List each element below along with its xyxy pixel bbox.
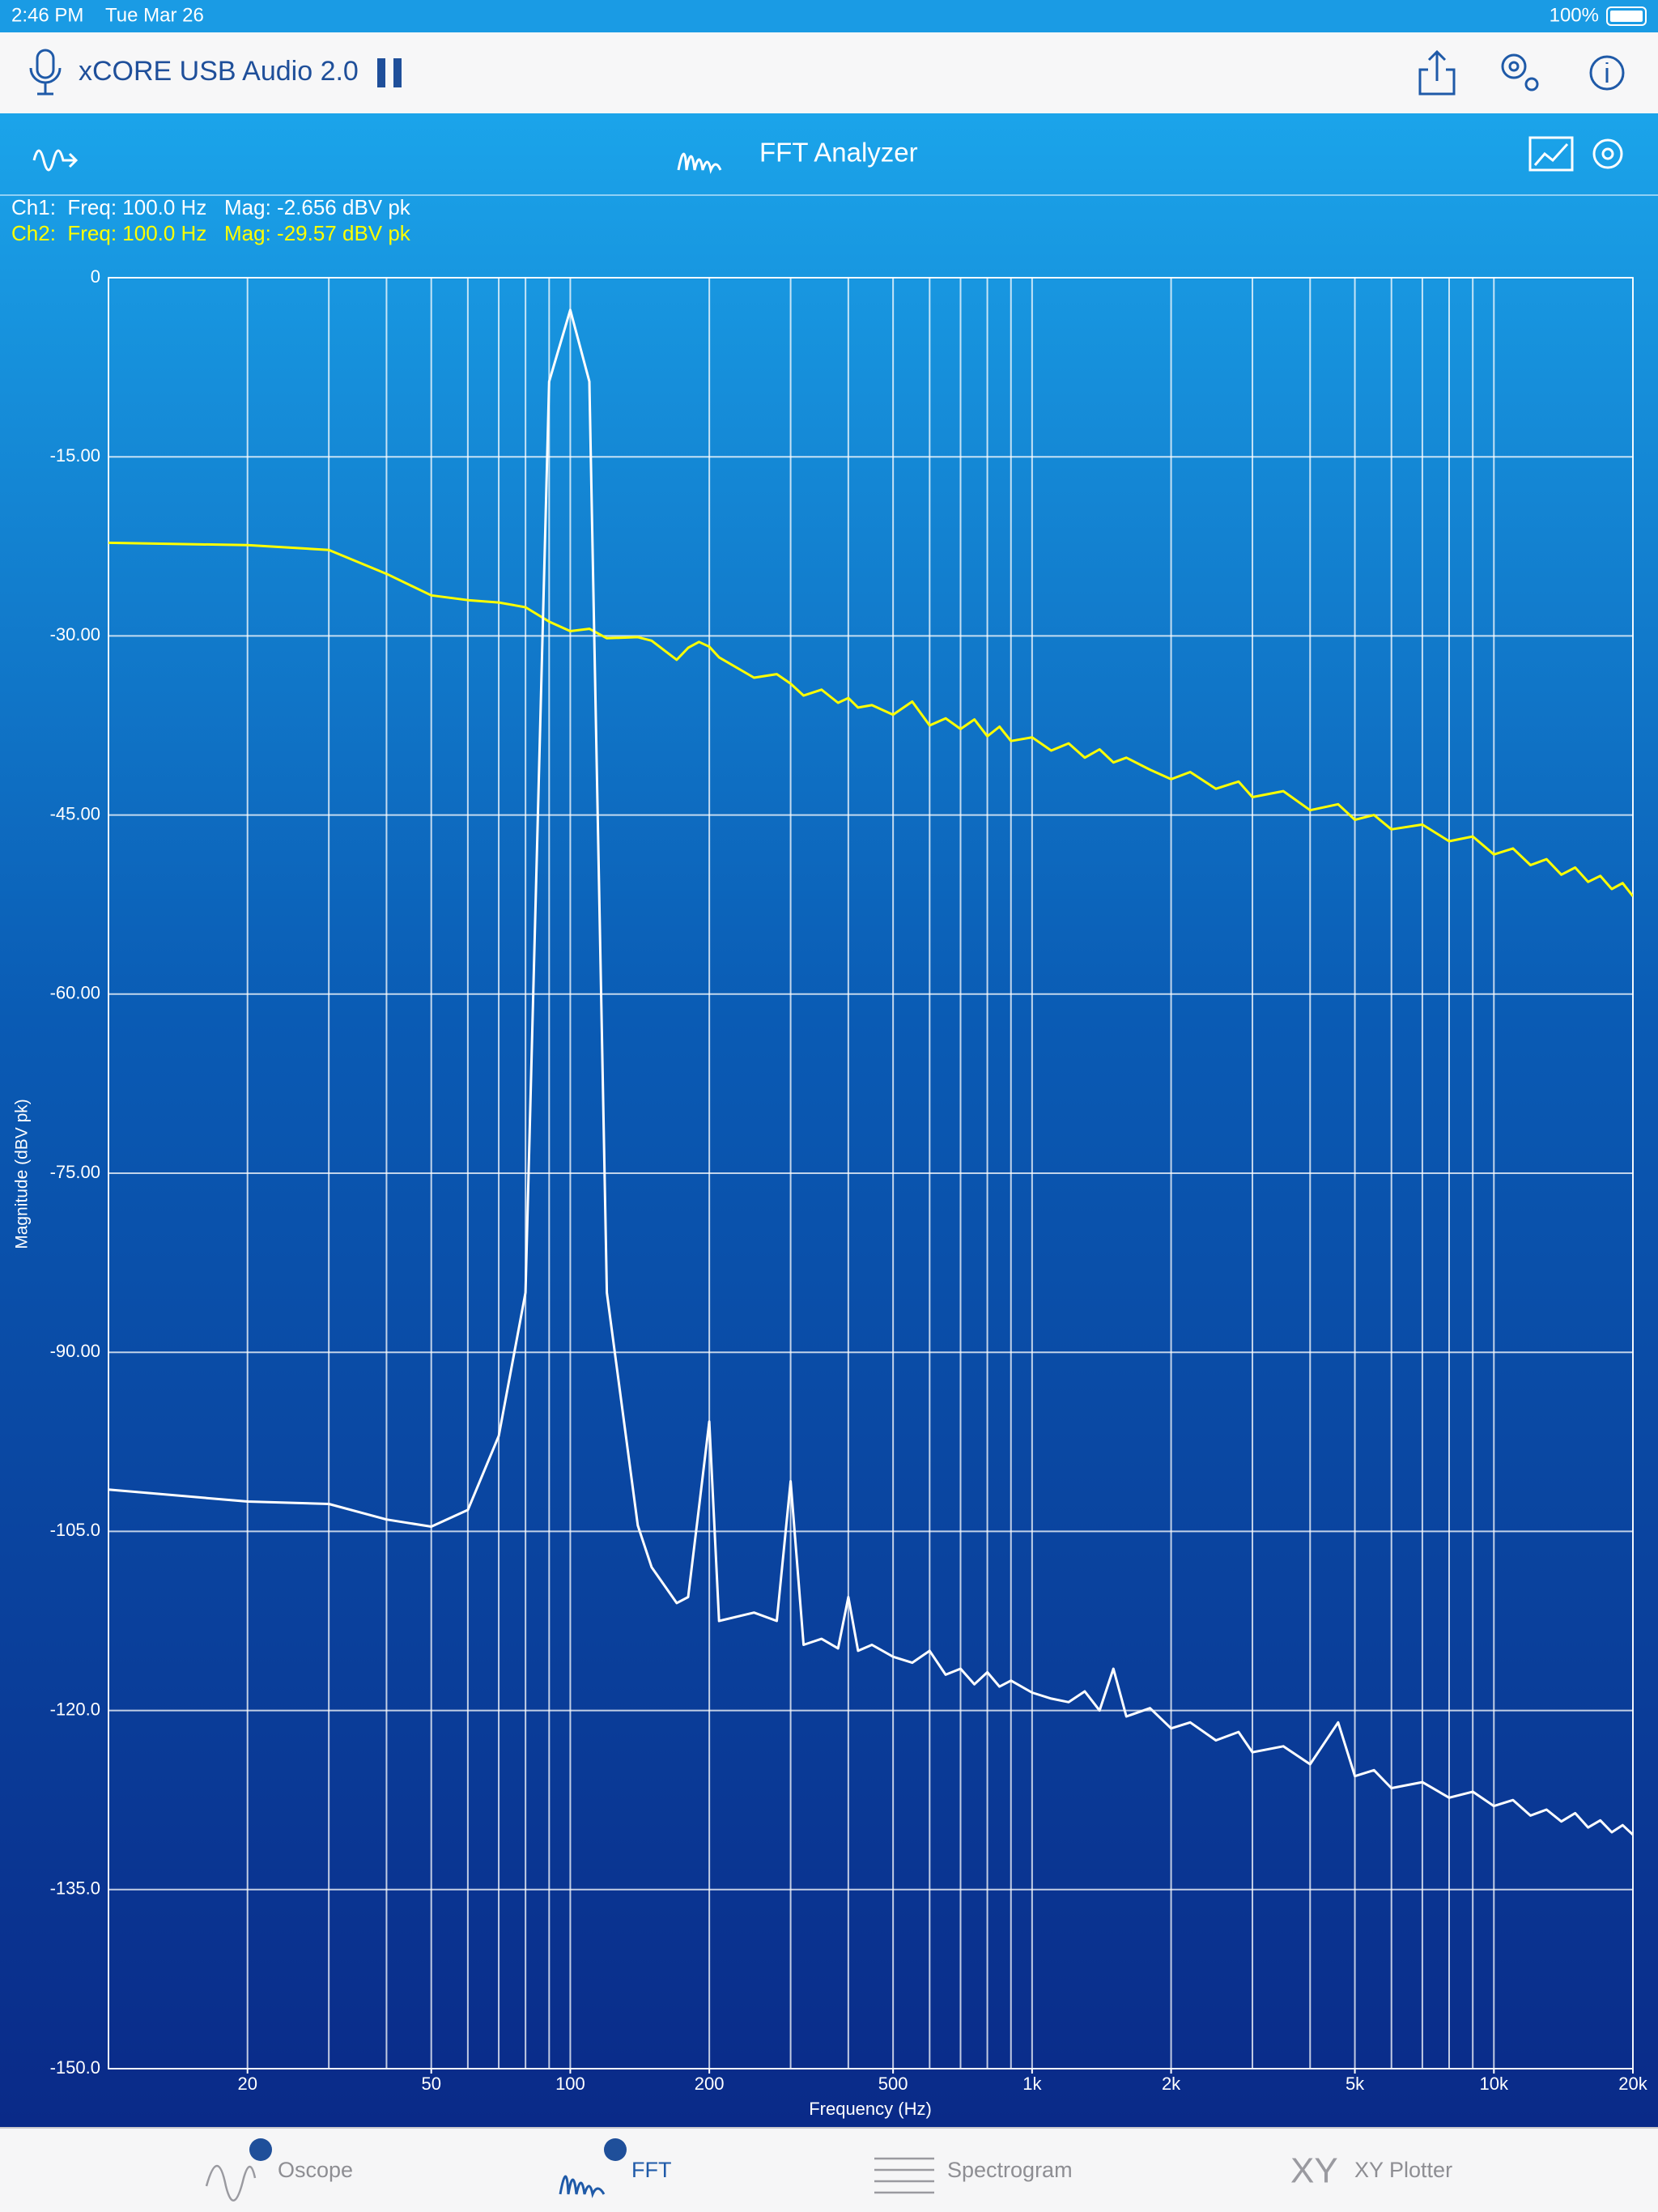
y-tick-label: -150.0 [50,2057,100,2078]
battery-fill [1610,11,1643,22]
x-axis-title: Frequency (Hz) [809,2099,932,2119]
y-tick-label: -75.00 [50,1162,100,1182]
plot-area: 0 -15.00 -30.00 -45.00 -60.00 -75.00 -90.00 -10… [50,266,1648,2094]
chart-options-button[interactable] [1528,136,1574,172]
x-tick-label: 50 [421,2074,440,2094]
x-tick-label: 20 [237,2074,257,2094]
oscope-tab-icon[interactable] [205,2138,272,2202]
x-tick-label: 2k [1162,2074,1181,2094]
info-button[interactable] [1589,55,1625,91]
x-tick-label: 5k [1346,2074,1365,2094]
xy-tab-icon[interactable]: XY [1290,2151,1338,2191]
tab-label[interactable]: XY Plotter [1354,2158,1452,2182]
mic-icon[interactable] [29,49,62,96]
y-tick-label: 0 [91,266,100,287]
status-bar [0,0,1658,32]
y-tick-label: -60.00 [50,983,100,1003]
y-tick-label: -135.0 [50,1878,100,1899]
y-tick-label: -30.00 [50,624,100,644]
x-tick-label: 500 [878,2074,908,2094]
ch1-readout: Ch1: Freq: 100.0 Hz Mag: -2.656 dBV pk [11,195,411,219]
x-tick-label: 10k [1480,2074,1509,2094]
pause-button[interactable] [377,58,402,87]
x-tick-label: 100 [555,2074,585,2094]
settings-button[interactable] [1501,53,1539,91]
fft-icon [677,152,722,175]
input-button[interactable] [32,149,79,172]
series-line [108,308,1633,1836]
tab-bar [0,2128,1658,2212]
fft-tab-icon[interactable] [559,2138,627,2199]
x-tick-label: 200 [695,2074,725,2094]
status-battery: 100% [1550,4,1599,26]
ch2-readout: Ch2: Freq: 100.0 Hz Mag: -29.57 dBV pk [11,221,411,245]
share-button[interactable] [1418,49,1456,96]
tab-label[interactable]: Spectrogram [947,2158,1073,2182]
status-time: 2:46 PM [11,4,83,26]
tab-label[interactable]: FFT [631,2158,671,2182]
status-date: Tue Mar 26 [105,4,204,26]
toolbar-title: FFT Analyzer [759,138,918,168]
y-tick-label: -15.00 [50,445,100,466]
series-group [108,308,1633,1836]
spectrogram-tab-icon[interactable] [874,2157,934,2194]
x-tick-label: 1k [1022,2074,1042,2094]
y-axis-title: Magnitude (dBV pk) [13,1099,32,1249]
battery-icon [1606,6,1647,26]
y-tick-label: -45.00 [50,803,100,823]
y-tick-label: -105.0 [50,1520,100,1540]
y-tick-label: -90.00 [50,1341,100,1361]
series-line [108,541,1633,897]
nav-bar [0,32,1658,113]
x-tick-label: 20k [1618,2074,1647,2094]
chart-settings-button[interactable] [1592,138,1623,169]
content-background [0,113,1658,2128]
y-tick-label: -120.0 [50,1699,100,1719]
tab-label[interactable]: Oscope [278,2158,353,2182]
nav-title: xCORE USB Audio 2.0 [79,56,359,87]
